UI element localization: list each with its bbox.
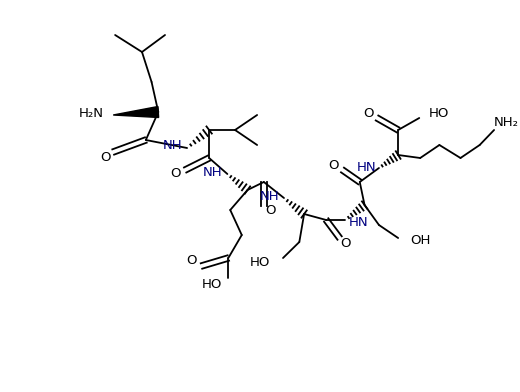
Text: O: O: [265, 203, 276, 216]
Text: O: O: [340, 236, 350, 249]
Text: HO: HO: [250, 256, 270, 270]
Polygon shape: [113, 107, 159, 118]
Text: O: O: [363, 107, 374, 120]
Text: NH₂: NH₂: [494, 116, 519, 129]
Text: OH: OH: [411, 234, 431, 247]
Text: O: O: [171, 167, 181, 180]
Text: HN: HN: [356, 160, 376, 174]
Text: O: O: [187, 254, 197, 267]
Text: NH: NH: [259, 189, 279, 203]
Text: HO: HO: [429, 107, 449, 120]
Text: NH: NH: [203, 165, 223, 178]
Text: HO: HO: [202, 278, 223, 292]
Text: O: O: [100, 151, 111, 163]
Text: O: O: [329, 158, 339, 172]
Text: H₂N: H₂N: [79, 107, 103, 120]
Text: NH: NH: [163, 138, 183, 151]
Text: HN: HN: [348, 216, 368, 229]
